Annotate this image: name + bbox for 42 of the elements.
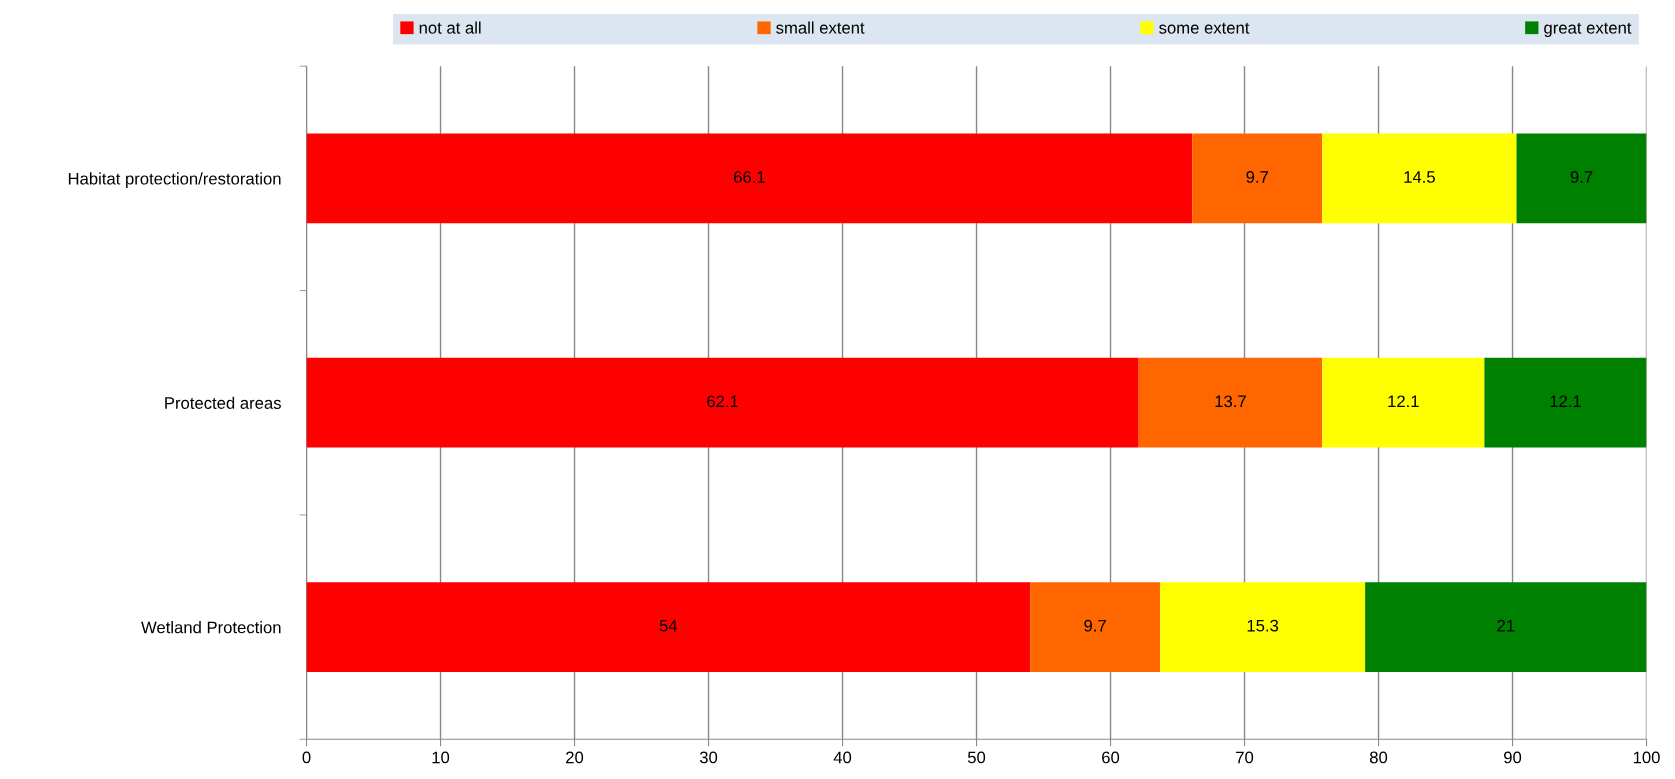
x-tick-label: 50 xyxy=(967,751,986,764)
x-tick-label: 0 xyxy=(302,751,311,764)
data-label: 21 xyxy=(1497,619,1515,632)
data-label: 12.1 xyxy=(1388,395,1419,408)
bar xyxy=(1192,133,1323,224)
bar xyxy=(306,582,1031,672)
x-tick-label: 80 xyxy=(1369,751,1388,764)
x-tick-label: 20 xyxy=(566,751,584,764)
bar xyxy=(306,133,1193,224)
legend-label: not at all xyxy=(419,21,481,34)
data-label: 66.1 xyxy=(734,171,765,183)
bar xyxy=(1365,582,1647,672)
bar xyxy=(306,357,1139,448)
x-tick-label: 60 xyxy=(1102,751,1120,764)
bar xyxy=(1516,133,1647,224)
data-label: 13.7 xyxy=(1215,395,1246,408)
data-label: 12.1 xyxy=(1550,395,1581,408)
bar xyxy=(1322,357,1485,448)
data-label: 9.7 xyxy=(1570,171,1593,183)
x-tick-label: 10 xyxy=(432,751,450,764)
y-tick-label: Habitat protection/restoration xyxy=(68,172,281,188)
data-label: 54 xyxy=(659,619,678,632)
legend-label: some extent xyxy=(1159,22,1250,34)
x-tick-label: 100 xyxy=(1633,751,1660,764)
x-tick-label: 40 xyxy=(833,751,852,764)
data-label: 9.7 xyxy=(1246,171,1268,183)
data-label: 62.1 xyxy=(707,395,738,408)
y-tick-label: Wetland Protection xyxy=(141,621,281,634)
data-label: 9.7 xyxy=(1084,619,1106,632)
bar xyxy=(1322,133,1517,224)
x-tick-label: 30 xyxy=(699,751,718,764)
x-tick-label: 90 xyxy=(1504,751,1522,764)
data-label: 15.3 xyxy=(1247,619,1279,632)
bar xyxy=(1484,357,1647,448)
y-tick-label: Protected areas xyxy=(165,396,281,409)
bar xyxy=(1138,357,1323,448)
x-tick-label: 70 xyxy=(1236,751,1254,764)
bar xyxy=(1030,582,1161,672)
data-label: 14.5 xyxy=(1404,171,1435,183)
bar xyxy=(1160,582,1366,672)
legend-label: small extent xyxy=(776,21,865,34)
legend-label: great extent xyxy=(1544,22,1632,38)
